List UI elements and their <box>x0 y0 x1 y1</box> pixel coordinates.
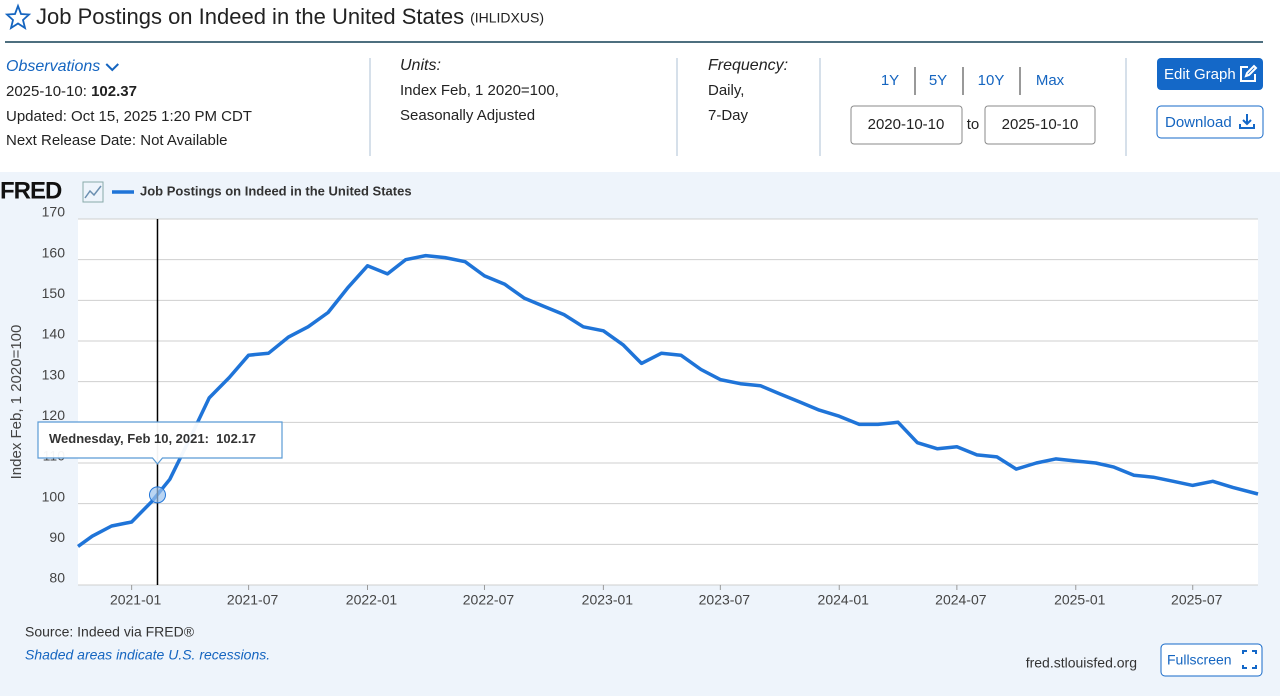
site-url[interactable]: fred.stlouisfed.org <box>1026 655 1137 671</box>
units-line: Seasonally Adjusted <box>400 107 535 124</box>
series-id: (IHLIDXUS) <box>470 10 544 26</box>
frequency-line: 7-Day <box>708 107 749 124</box>
edit-icon <box>1240 64 1258 82</box>
y-tick-label: 140 <box>42 326 66 342</box>
series-line <box>76 253 1259 548</box>
range-button[interactable]: Max <box>1036 72 1065 89</box>
y-tick-label: 150 <box>42 285 66 301</box>
download-icon <box>1239 114 1255 129</box>
range-button[interactable]: 5Y <box>929 72 947 89</box>
x-tick-label: 2024-07 <box>935 592 987 608</box>
end-date-input[interactable] <box>984 105 1096 145</box>
start-date-input[interactable] <box>850 105 963 145</box>
y-tick-label: 160 <box>42 244 66 260</box>
frequency-label: Frequency: <box>708 57 788 74</box>
x-tick-label: 2023-01 <box>582 592 634 608</box>
y-tick-label: 170 <box>42 204 66 220</box>
plot: 80901001101201301401501601702021-012021-… <box>37 204 1259 608</box>
x-tick-label: 2025-07 <box>1171 592 1223 608</box>
fred-logo: FRED <box>0 177 62 204</box>
tooltip-text: Wednesday, Feb 10, 2021: 102.17 <box>49 431 256 446</box>
range-to: to <box>967 116 980 133</box>
y-tick-label: 120 <box>42 407 66 423</box>
tooltip-date: Wednesday, Feb 10, 2021: <box>49 431 209 446</box>
hover-marker <box>148 486 166 504</box>
page-title: Job Postings on Indeed in the United Sta… <box>36 4 464 29</box>
start-date: 2020-10-10 <box>868 116 945 133</box>
recession-note: Shaded areas indicate U.S. recessions. <box>25 647 270 663</box>
units-label: Units: <box>400 57 441 74</box>
tooltip-value: 102.17 <box>216 431 256 446</box>
obs-value: 102.37 <box>91 83 137 100</box>
legend-label[interactable]: Job Postings on Indeed in the United Sta… <box>140 183 412 198</box>
download-button[interactable] <box>1156 105 1264 139</box>
x-tick-label: 2021-01 <box>110 592 162 608</box>
next-release: Next Release Date: Not Available <box>6 132 228 149</box>
range-button[interactable]: 10Y <box>978 72 1005 89</box>
x-tick-label: 2025-01 <box>1054 592 1106 608</box>
fullscreen-button[interactable] <box>1160 643 1263 677</box>
edit-graph-label[interactable]: Edit Graph <box>1164 66 1236 83</box>
x-tick-label: 2024-01 <box>818 592 870 608</box>
download-label[interactable]: Download <box>1165 114 1232 131</box>
updated: Updated: Oct 15, 2025 1:20 PM CDT <box>6 108 252 125</box>
observations-toggle[interactable]: Observations <box>6 58 100 75</box>
obs-date: 2025-10-10: <box>6 83 87 100</box>
chevron-icon[interactable] <box>105 63 119 72</box>
tooltip-box <box>37 421 283 465</box>
units-line: Index Feb, 1 2020=100, <box>400 82 559 99</box>
source: Source: Indeed via FRED® <box>25 624 195 640</box>
end-date: 2025-10-10 <box>1002 116 1079 133</box>
plot-area <box>78 219 1258 585</box>
y-tick-label: 80 <box>49 570 65 586</box>
x-tick-label: 2022-07 <box>463 592 515 608</box>
x-tick-label: 2022-01 <box>346 592 398 608</box>
x-tick-label: 2023-07 <box>699 592 751 608</box>
latest-observation: 2025-10-10: 102.37 <box>6 83 137 100</box>
edit-graph-button[interactable] <box>1157 58 1263 90</box>
y-tick-label: 100 <box>42 488 66 504</box>
fullscreen-icon <box>1242 650 1257 669</box>
y-axis-label: Index Feb, 1 2020=100 <box>8 325 25 480</box>
y-tick-label: 130 <box>42 366 66 382</box>
star-icon[interactable] <box>4 3 32 30</box>
y-tick-label: 90 <box>49 529 65 545</box>
x-tick-label: 2021-07 <box>227 592 279 608</box>
fullscreen-label[interactable]: Fullscreen <box>1167 652 1232 668</box>
chart-icon <box>82 181 104 203</box>
frequency-line: Daily, <box>708 82 744 99</box>
range-button[interactable]: 1Y <box>881 72 899 89</box>
